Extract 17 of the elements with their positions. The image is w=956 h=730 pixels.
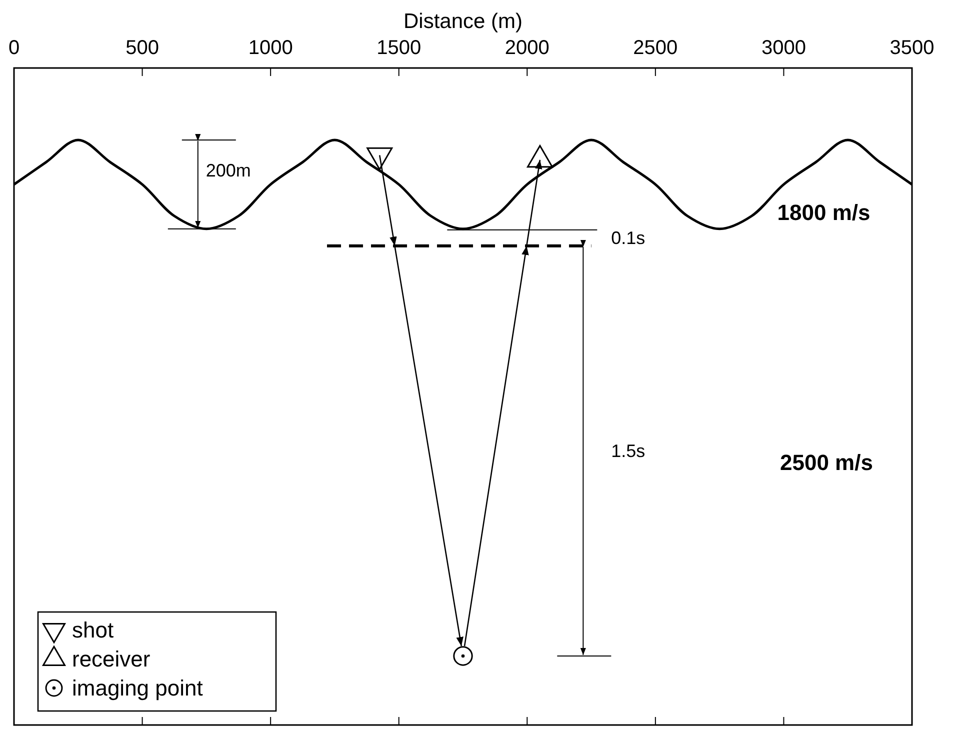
x-tick-label: 2500 — [633, 37, 678, 59]
legend-label: imaging point — [72, 676, 203, 701]
x-tick-label: 3000 — [761, 37, 806, 59]
x-tick-label: 1500 — [376, 37, 422, 59]
annotation: 1.5s — [611, 441, 646, 462]
annotation: 2500 m/s — [780, 450, 873, 476]
x-tick-label: 2000 — [504, 37, 550, 59]
legend-label: shot — [72, 618, 114, 643]
annotation: 1800 m/s — [777, 200, 870, 226]
x-tick-label: 1000 — [248, 37, 293, 59]
legend-label: receiver — [72, 646, 150, 672]
x-tick-label: 500 — [126, 37, 159, 59]
x-axis-title: Distance (m) — [403, 10, 523, 33]
x-tick-label: 3500 — [890, 37, 934, 59]
annotation: 0.1s — [611, 228, 646, 248]
annotation: 200m — [206, 160, 251, 181]
x-tick-label: 0 — [8, 37, 20, 59]
